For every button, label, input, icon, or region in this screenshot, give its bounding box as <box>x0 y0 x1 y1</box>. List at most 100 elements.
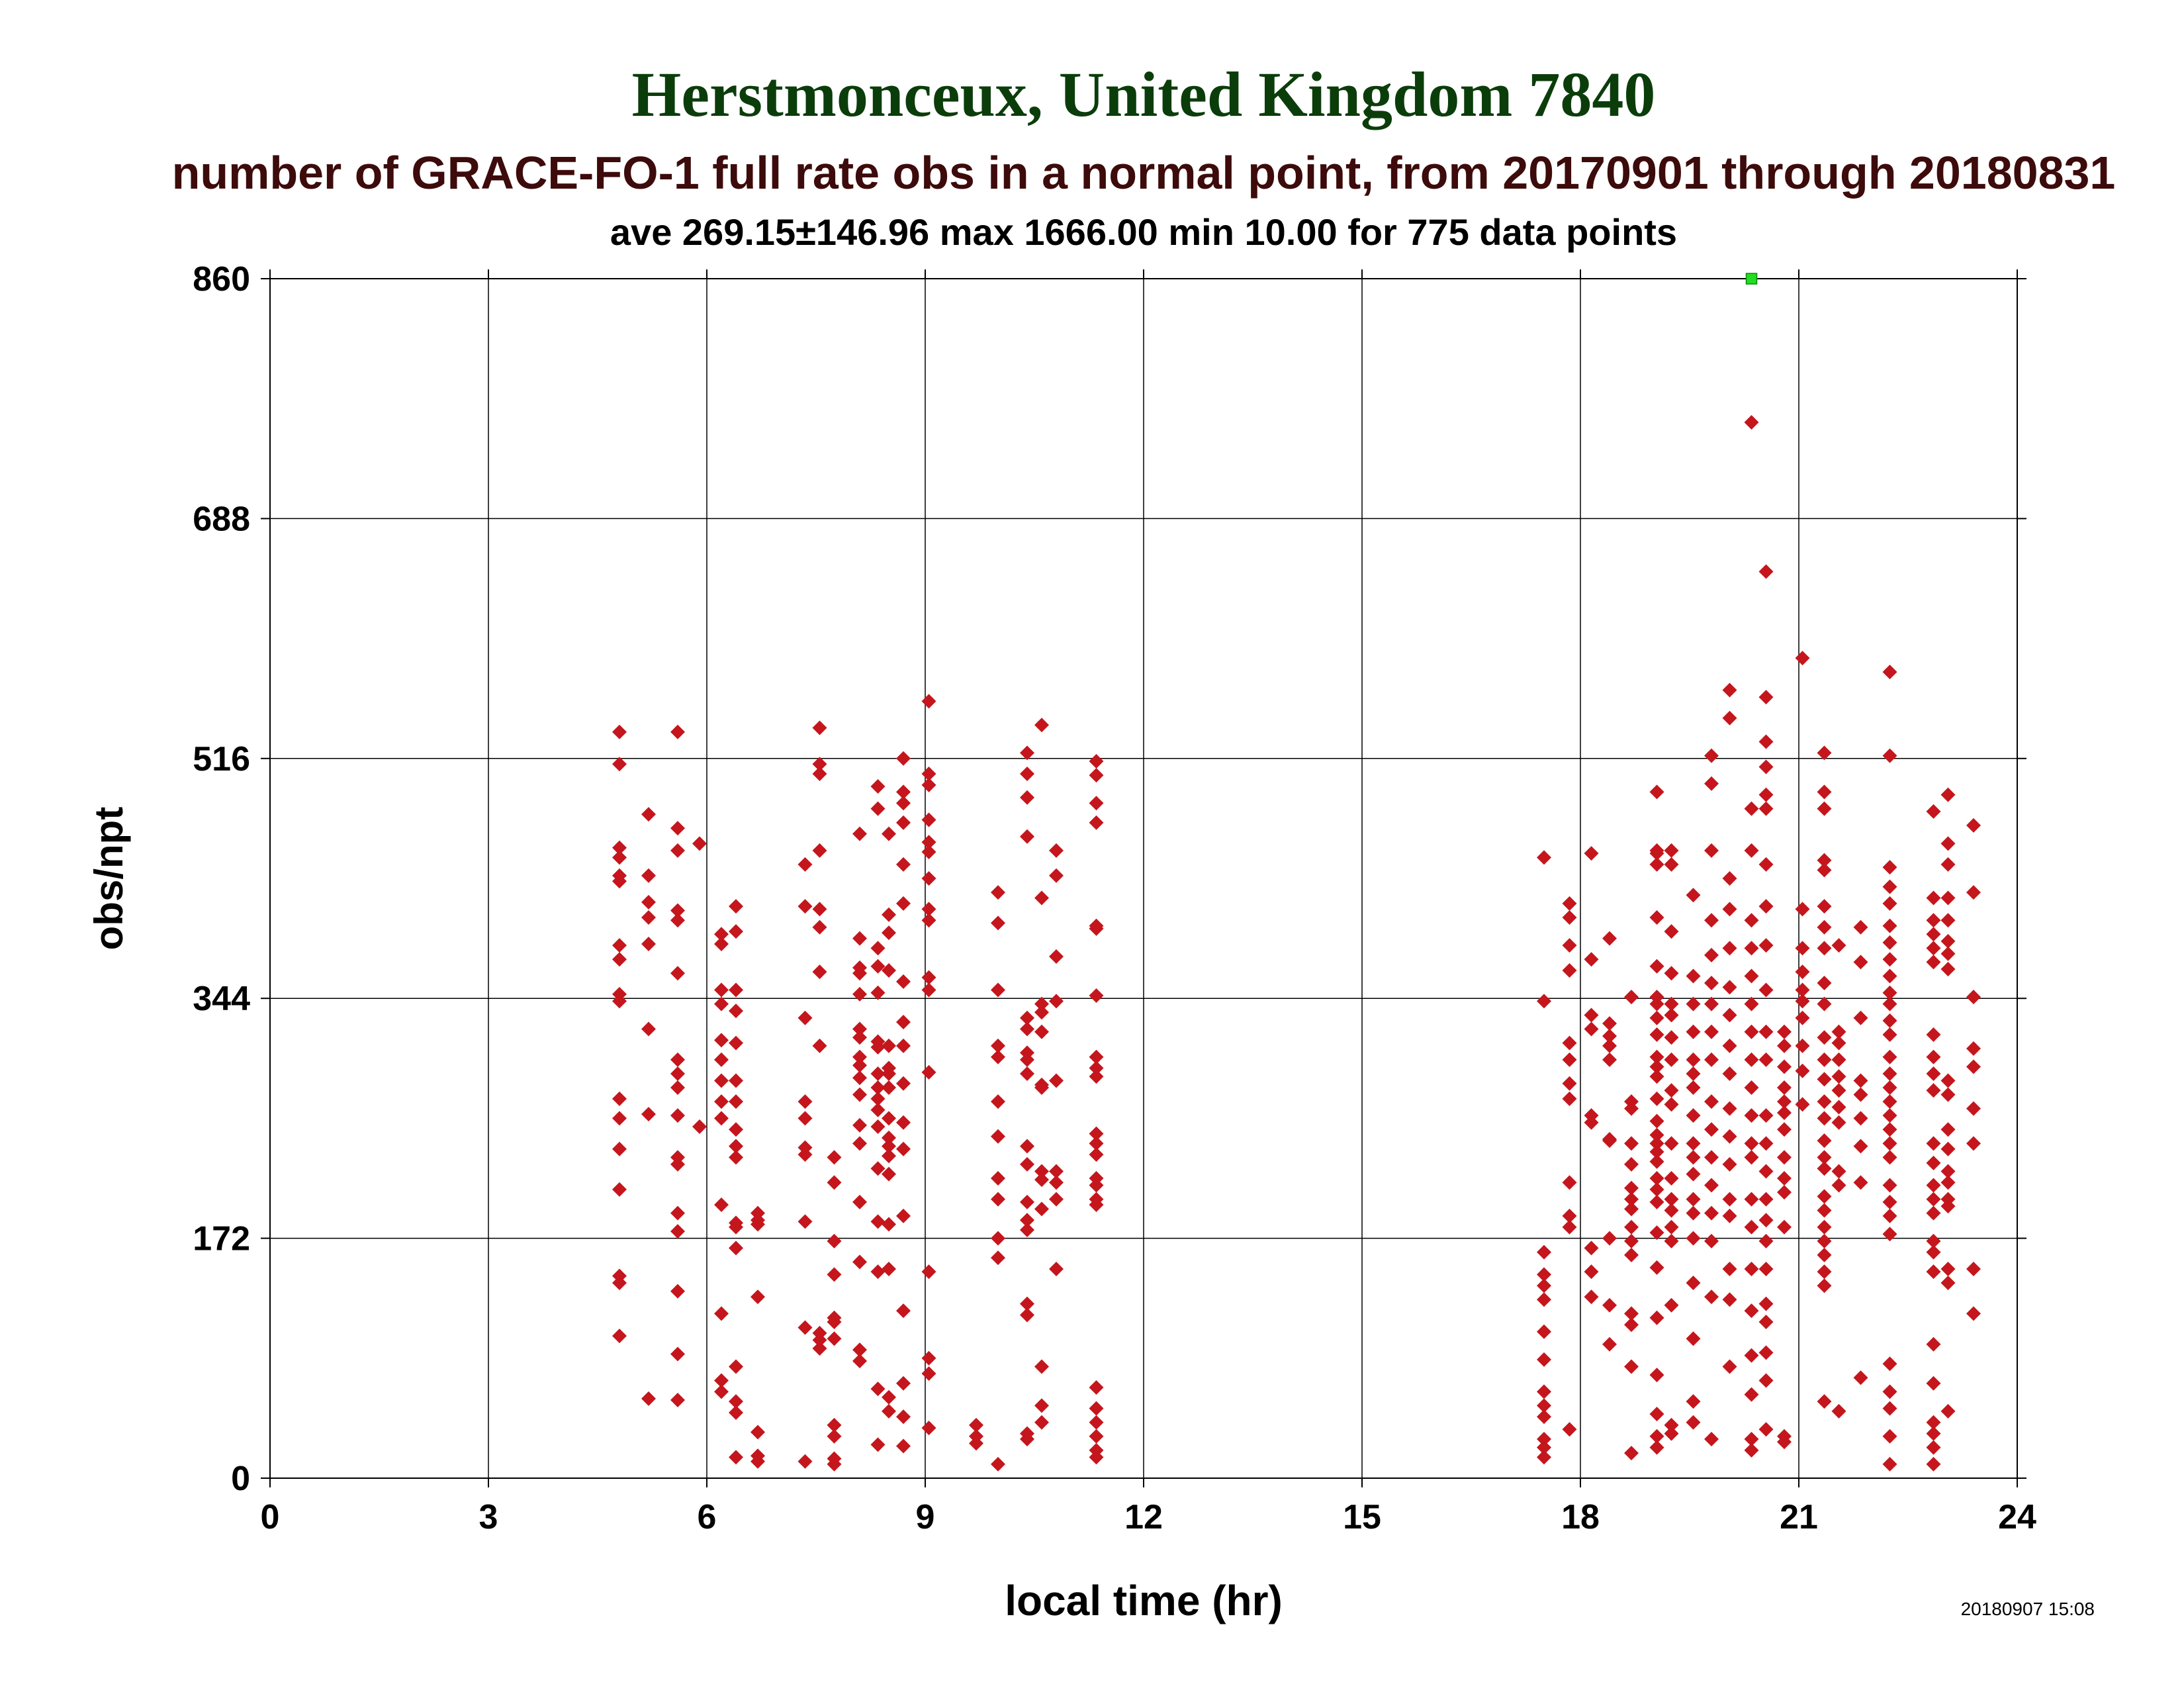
data-point <box>852 1049 867 1064</box>
data-point <box>1649 1091 1664 1106</box>
data-point <box>1049 843 1064 858</box>
data-point <box>670 966 685 981</box>
data-point <box>1744 1387 1759 1402</box>
data-point <box>1882 879 1897 894</box>
data-point <box>1744 843 1759 858</box>
data-point <box>1537 1409 1551 1425</box>
data-point <box>1537 1278 1551 1293</box>
data-point <box>1758 1261 1774 1276</box>
data-point <box>991 1250 1005 1266</box>
data-point <box>921 777 936 792</box>
data-point <box>1744 913 1759 928</box>
data-point <box>1853 1087 1868 1102</box>
data-point <box>1649 1194 1664 1209</box>
data-point <box>896 1208 911 1223</box>
data-point <box>1624 1219 1639 1235</box>
data-point <box>1020 1307 1034 1323</box>
y-tick-label: 172 <box>193 1220 250 1258</box>
data-point <box>870 941 886 956</box>
data-point <box>751 1289 765 1305</box>
data-point <box>870 1264 886 1280</box>
data-point <box>1089 754 1104 769</box>
data-point <box>714 1033 729 1048</box>
data-point <box>1649 1225 1664 1241</box>
data-point <box>1926 1066 1941 1081</box>
data-point <box>1817 863 1832 878</box>
data-point <box>1649 996 1664 1011</box>
data-point <box>1795 1038 1810 1053</box>
data-point <box>1758 1422 1774 1437</box>
data-point <box>1624 1306 1639 1321</box>
data-point <box>797 1214 813 1229</box>
data-point <box>1686 1024 1701 1039</box>
data-point <box>1020 1010 1034 1025</box>
data-point <box>1926 927 1941 942</box>
data-point <box>1602 1336 1617 1352</box>
data-point <box>670 1284 685 1299</box>
data-point <box>670 1205 685 1221</box>
data-point <box>1817 1203 1832 1218</box>
clipped-point <box>1745 273 1758 285</box>
chart-subtitle: number of GRACE-FO-1 full rate obs in a … <box>172 147 2116 199</box>
data-point <box>1940 913 1956 928</box>
data-point <box>1664 1052 1679 1067</box>
data-point <box>714 996 729 1011</box>
data-point <box>1020 1213 1034 1228</box>
data-point <box>1020 745 1034 761</box>
data-point <box>921 1366 936 1381</box>
data-point <box>1562 910 1577 925</box>
data-point <box>641 910 656 925</box>
y-tick-label: 0 <box>231 1460 250 1498</box>
data-point <box>1649 1144 1664 1159</box>
data-point <box>1777 1185 1792 1200</box>
data-point <box>1649 1113 1664 1129</box>
y-tick-labels: 0 172 344 516 688 860 <box>193 260 250 1498</box>
data-point <box>1089 796 1104 811</box>
data-point <box>1882 952 1897 967</box>
data-point <box>896 1376 911 1391</box>
data-point <box>612 1182 627 1197</box>
data-point <box>852 1354 867 1369</box>
data-point <box>612 850 627 865</box>
data-point <box>797 857 813 872</box>
x-tick-label: 0 <box>261 1498 280 1536</box>
data-point <box>1624 990 1639 1005</box>
data-point <box>1882 1136 1897 1151</box>
data-point <box>1722 1208 1737 1223</box>
data-point <box>1562 1076 1577 1091</box>
data-point <box>1777 1171 1792 1186</box>
data-point <box>1795 1097 1810 1112</box>
data-point <box>1704 1233 1719 1248</box>
data-point <box>1722 710 1737 726</box>
data-point <box>1089 1126 1104 1141</box>
data-point <box>1664 1297 1679 1313</box>
data-point <box>1795 1010 1810 1025</box>
data-point <box>1686 888 1701 903</box>
data-point <box>882 925 896 941</box>
data-point <box>1882 665 1897 680</box>
data-point <box>1664 1171 1679 1186</box>
data-point <box>852 1117 867 1133</box>
data-point <box>1758 1233 1774 1248</box>
data-point <box>1926 1264 1941 1280</box>
data-point <box>612 1276 627 1291</box>
data-point <box>1853 1175 1868 1190</box>
data-point <box>729 1035 743 1051</box>
data-point <box>1704 1094 1719 1109</box>
data-point <box>827 1175 842 1190</box>
data-point <box>1744 1052 1759 1067</box>
data-point <box>1664 1136 1679 1151</box>
data-point <box>1882 1150 1897 1165</box>
data-point <box>991 1231 1005 1246</box>
x-axis-label: local time (hr) <box>1005 1577 1283 1624</box>
data-point <box>1562 1175 1577 1190</box>
data-point <box>1777 1122 1792 1137</box>
data-point <box>991 1129 1005 1144</box>
data-point <box>1686 996 1701 1011</box>
data-point <box>1777 1094 1792 1109</box>
data-point <box>1704 913 1719 928</box>
data-point <box>1562 1091 1577 1106</box>
data-point <box>1537 1432 1551 1447</box>
data-point <box>1034 1024 1049 1039</box>
data-point <box>896 1303 911 1319</box>
